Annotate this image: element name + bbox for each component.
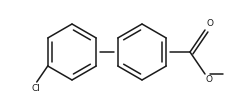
- Text: O: O: [205, 75, 212, 84]
- Text: Cl: Cl: [31, 84, 40, 93]
- Text: O: O: [206, 19, 213, 28]
